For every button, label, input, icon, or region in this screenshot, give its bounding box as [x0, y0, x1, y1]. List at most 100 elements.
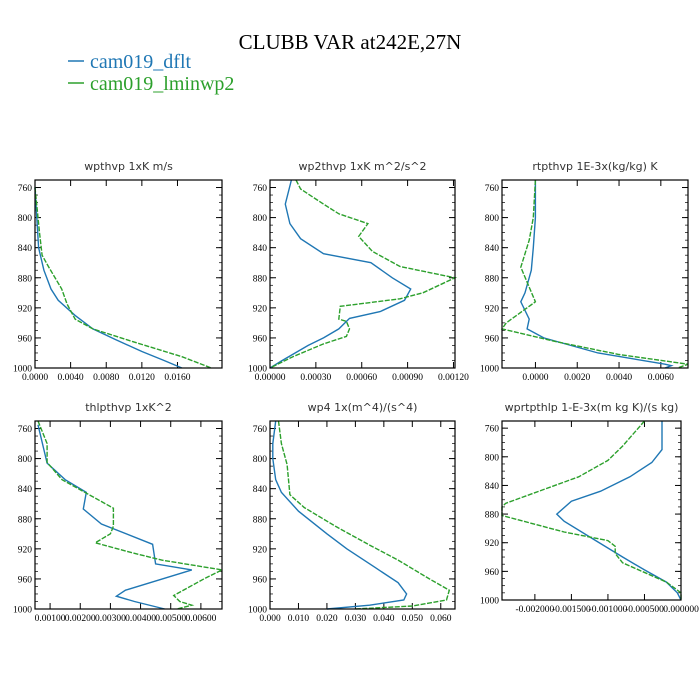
x-tick-label: 0.00400: [125, 614, 156, 624]
x-tick-label: 0.00060: [346, 373, 377, 383]
y-tick-label: 760: [253, 184, 268, 194]
x-tick-label: 0.00090: [392, 373, 423, 383]
x-tick-label: 0.00300: [95, 614, 126, 624]
series-line-cam019_dflt: [37, 424, 193, 610]
plot-frame: [269, 420, 456, 610]
y-tick-label: 1000: [480, 365, 499, 375]
series-line-cam019_lminwp2: [269, 179, 458, 369]
x-tick-label: 0.0000: [522, 373, 548, 383]
panel-3: rtpthvp 1E-3x(kg/kg) K 760 800 840 880 920 960…: [480, 160, 689, 383]
y-tick-label: 920: [485, 304, 500, 314]
x-tick-label: 0.0040: [606, 373, 632, 383]
y-tick-label: 840: [485, 482, 500, 492]
panel-4: thlpthvp 1xK^276080084088092096010000.00…: [13, 401, 225, 624]
panel-title: wpthvp 1xK m/s: [84, 160, 173, 173]
x-tick-label: 0.050: [402, 614, 424, 624]
series-line-cam019_dflt: [269, 179, 412, 369]
x-tick-label: 0.0120: [129, 373, 155, 383]
x-tick-label: -0.001500: [552, 605, 591, 615]
y-tick-label: 760: [253, 425, 268, 435]
series-line-cam019_lminwp2: [37, 420, 225, 610]
plot-frame: [269, 179, 456, 369]
y-tick-label: 760: [485, 425, 500, 435]
y-tick-label: 960: [18, 334, 33, 344]
y-tick-label: 880: [18, 274, 33, 284]
y-tick-label: 960: [253, 334, 268, 344]
x-tick-label: -0.002000: [515, 605, 554, 615]
x-tick-label: 0.00100: [35, 614, 66, 624]
panel-title: wp4 1x(m^4)/(s^4): [308, 401, 418, 414]
x-tick-label: -0.001000: [589, 605, 628, 615]
x-tick-label: 0.040: [373, 614, 395, 624]
y-tick-label: 880: [18, 515, 33, 525]
y-tick-label: 1000: [248, 606, 267, 616]
x-tick-label: 0.00500: [155, 614, 186, 624]
series-line-cam019_dflt: [520, 180, 674, 369]
y-tick-label: 920: [485, 539, 500, 549]
legend-label-dflt: cam019_dflt: [90, 51, 192, 73]
x-tick-label: 0.00600: [185, 614, 216, 624]
y-tick-label: 800: [18, 214, 33, 224]
series-line-cam019_lminwp2: [500, 179, 689, 369]
y-tick-label: 1000: [13, 365, 32, 375]
y-tick-label: 1000: [13, 606, 32, 616]
y-tick-label: 800: [253, 455, 268, 465]
panel-title: wprtpthlp 1-E-3x(m kg K)/(s kg): [505, 401, 679, 414]
y-tick-label: 840: [18, 244, 33, 254]
y-tick-label: 1000: [480, 597, 499, 607]
y-tick-label: 760: [485, 184, 500, 194]
plot-frame: [501, 179, 689, 369]
series-line-cam019_lminwp2: [277, 420, 451, 610]
y-tick-label: 800: [18, 455, 33, 465]
plot-frame: [34, 420, 223, 610]
panel-5: wp4 1x(m^4)/(s^4)76080084088092096010000…: [248, 401, 456, 624]
x-tick-label: 0.000: [259, 614, 281, 624]
y-tick-label: 840: [253, 244, 268, 254]
x-tick-label: 0.060: [430, 614, 452, 624]
plot-frame: [34, 179, 223, 369]
y-tick-label: 840: [18, 485, 33, 495]
x-tick-label: 0.0080: [93, 373, 119, 383]
y-tick-label: 880: [485, 274, 500, 284]
chart-title: CLUBB VAR at242E,27N: [239, 30, 462, 54]
x-tick-label: -0.000500: [625, 605, 664, 615]
series-line-cam019_lminwp2: [501, 420, 682, 600]
panel-2: wp2thvp 1xK m^2/s^2 760 800 840 880 920 960 100…: [248, 160, 469, 383]
panel-title: rtpthvp 1E-3x(kg/kg) K: [532, 160, 658, 173]
series-line-cam019_dflt: [555, 421, 682, 601]
x-tick-label: 0.030: [345, 614, 367, 624]
series-line-cam019_lminwp2: [34, 187, 212, 369]
x-tick-label: 0.010: [288, 614, 310, 624]
y-tick-label: 920: [18, 304, 33, 314]
panel-1: wpthvp 1xK m/s 760 800 840 880 920 960 1000 0.00…: [13, 160, 223, 383]
panel-title: thlpthvp 1xK^2: [85, 401, 172, 414]
panel-6: wprtpthlp 1-E-3x(m kg K)/(s kg) 760 800 840…: [480, 401, 699, 615]
y-tick-label: 960: [485, 568, 500, 578]
series-line-cam019_dflt: [272, 420, 408, 610]
y-tick-label: 1000: [248, 365, 267, 375]
y-tick-label: 800: [485, 453, 500, 463]
x-tick-label: 0.0060: [648, 373, 674, 383]
x-tick-label: 0.000000: [663, 605, 699, 615]
x-tick-label: 0.00030: [300, 373, 331, 383]
y-tick-label: 880: [253, 515, 268, 525]
y-tick-label: 960: [253, 575, 268, 585]
y-tick-label: 960: [18, 575, 33, 585]
x-tick-label: 0.0020: [564, 373, 590, 383]
x-tick-label: 0.0040: [58, 373, 84, 383]
y-tick-label: 800: [485, 214, 500, 224]
y-tick-label: 920: [18, 545, 33, 555]
x-tick-label: 0.0160: [164, 373, 190, 383]
y-tick-label: 760: [18, 184, 33, 194]
x-tick-label: 0.00120: [438, 373, 469, 383]
y-tick-label: 920: [253, 545, 268, 555]
series-line-cam019_dflt: [34, 187, 183, 369]
y-tick-label: 880: [485, 511, 500, 521]
y-tick-label: 960: [485, 334, 500, 344]
x-tick-label: 0.00000: [255, 373, 286, 383]
panel-title: wp2thvp 1xK m^2/s^2: [298, 160, 426, 173]
x-tick-label: 0.00200: [65, 614, 96, 624]
x-tick-label: 0.020: [316, 614, 338, 624]
